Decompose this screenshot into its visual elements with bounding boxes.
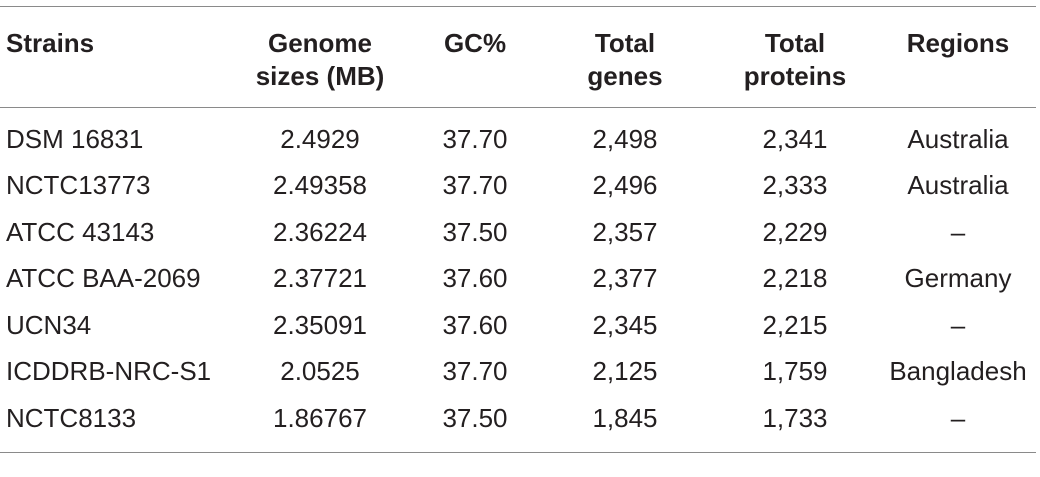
cell-total-proteins: 2,218 [762, 263, 828, 294]
cell-strain: UCN34 [6, 309, 92, 340]
cell-total-genes: 2,496 [592, 170, 658, 201]
cell-total-proteins: 2,215 [762, 309, 828, 340]
cell-gc: 37.70 [442, 170, 508, 201]
cell-region: Australia [907, 170, 1009, 201]
header-strains: Strains [0, 6, 230, 108]
cell-total-genes: 2,498 [592, 123, 658, 154]
cell-strain: NCTC8133 [0, 395, 230, 453]
table-row: ATCC 43143 2.36224 37.50 2,357 2,229 – [0, 209, 1036, 256]
header-genome-sizes: Genome sizes (MB) [230, 6, 410, 108]
cell-total-genes: 2,345 [592, 309, 658, 340]
table-row: DSM 16831 2.4929 37.70 2,498 2,341 Austr… [0, 108, 1036, 163]
cell-strain: ICDDRB-NRC-S1 [6, 356, 212, 387]
cell-strain: NCTC13773 [6, 170, 151, 201]
table-header: Strains Genome sizes (MB) GC% Total genes … [0, 6, 1036, 108]
cell-total-proteins: 1,759 [762, 356, 828, 387]
cell-region: Bangladesh [889, 356, 1027, 387]
table-body: DSM 16831 2.4929 37.70 2,498 2,341 Austr… [0, 108, 1036, 453]
cell-total-genes: 2,377 [592, 263, 658, 294]
table-row: ATCC BAA-2069 2.37721 37.60 2,377 2,218 … [0, 256, 1036, 303]
header-total-genes: Total genes [540, 6, 710, 108]
cell-total-genes: 1,845 [540, 395, 710, 453]
cell-gc: 37.70 [442, 123, 508, 154]
cell-gc: 37.50 [410, 395, 540, 453]
table-row: NCTC8133 1.86767 37.50 1,845 1,733 – [0, 395, 1036, 453]
cell-gc: 37.70 [442, 356, 508, 387]
header-regions: Regions [880, 6, 1036, 108]
cell-gc: 37.60 [442, 309, 508, 340]
header-gc-percent: GC% [410, 6, 540, 108]
cell-region: – [950, 309, 966, 340]
table-row: NCTC13773 2.49358 37.70 2,496 2,333 Aust… [0, 163, 1036, 210]
cell-total-proteins: 2,341 [762, 123, 828, 154]
cell-strain: DSM 16831 [6, 123, 144, 154]
cell-region: – [880, 395, 1036, 453]
cell-total-proteins: 2,333 [762, 170, 828, 201]
cell-region: – [950, 216, 966, 247]
strains-table: Strains Genome sizes (MB) GC% Total genes … [0, 6, 1036, 453]
table-row: UCN34 2.35091 37.60 2,345 2,215 – [0, 302, 1036, 349]
cell-strain: ATCC 43143 [6, 216, 155, 247]
header-row: Strains Genome sizes (MB) GC% Total genes … [0, 6, 1036, 108]
cell-region: Germany [904, 263, 1012, 294]
cell-strain: ATCC BAA-2069 [6, 263, 201, 294]
cell-region: Australia [907, 123, 1009, 154]
header-total-proteins: Total proteins [710, 6, 880, 108]
table-row: ICDDRB-NRC-S1 2.0525 37.70 2,125 1,759 B… [0, 349, 1036, 396]
cell-gc: 37.50 [442, 216, 508, 247]
cell-genome-size: 2.4929 [280, 123, 360, 154]
cell-genome-size: 1.86767 [230, 395, 410, 453]
cell-genome-size: 2.49358 [273, 170, 367, 201]
cell-genome-size: 2.36224 [273, 216, 367, 247]
cell-gc: 37.60 [442, 263, 508, 294]
cell-genome-size: 2.0525 [280, 356, 360, 387]
cell-total-genes: 2,357 [592, 216, 658, 247]
cell-genome-size: 2.37721 [273, 263, 367, 294]
cell-total-genes: 2,125 [592, 356, 658, 387]
cell-genome-size: 2.35091 [273, 309, 367, 340]
cell-total-proteins: 1,733 [710, 395, 880, 453]
cell-total-proteins: 2,229 [762, 216, 828, 247]
